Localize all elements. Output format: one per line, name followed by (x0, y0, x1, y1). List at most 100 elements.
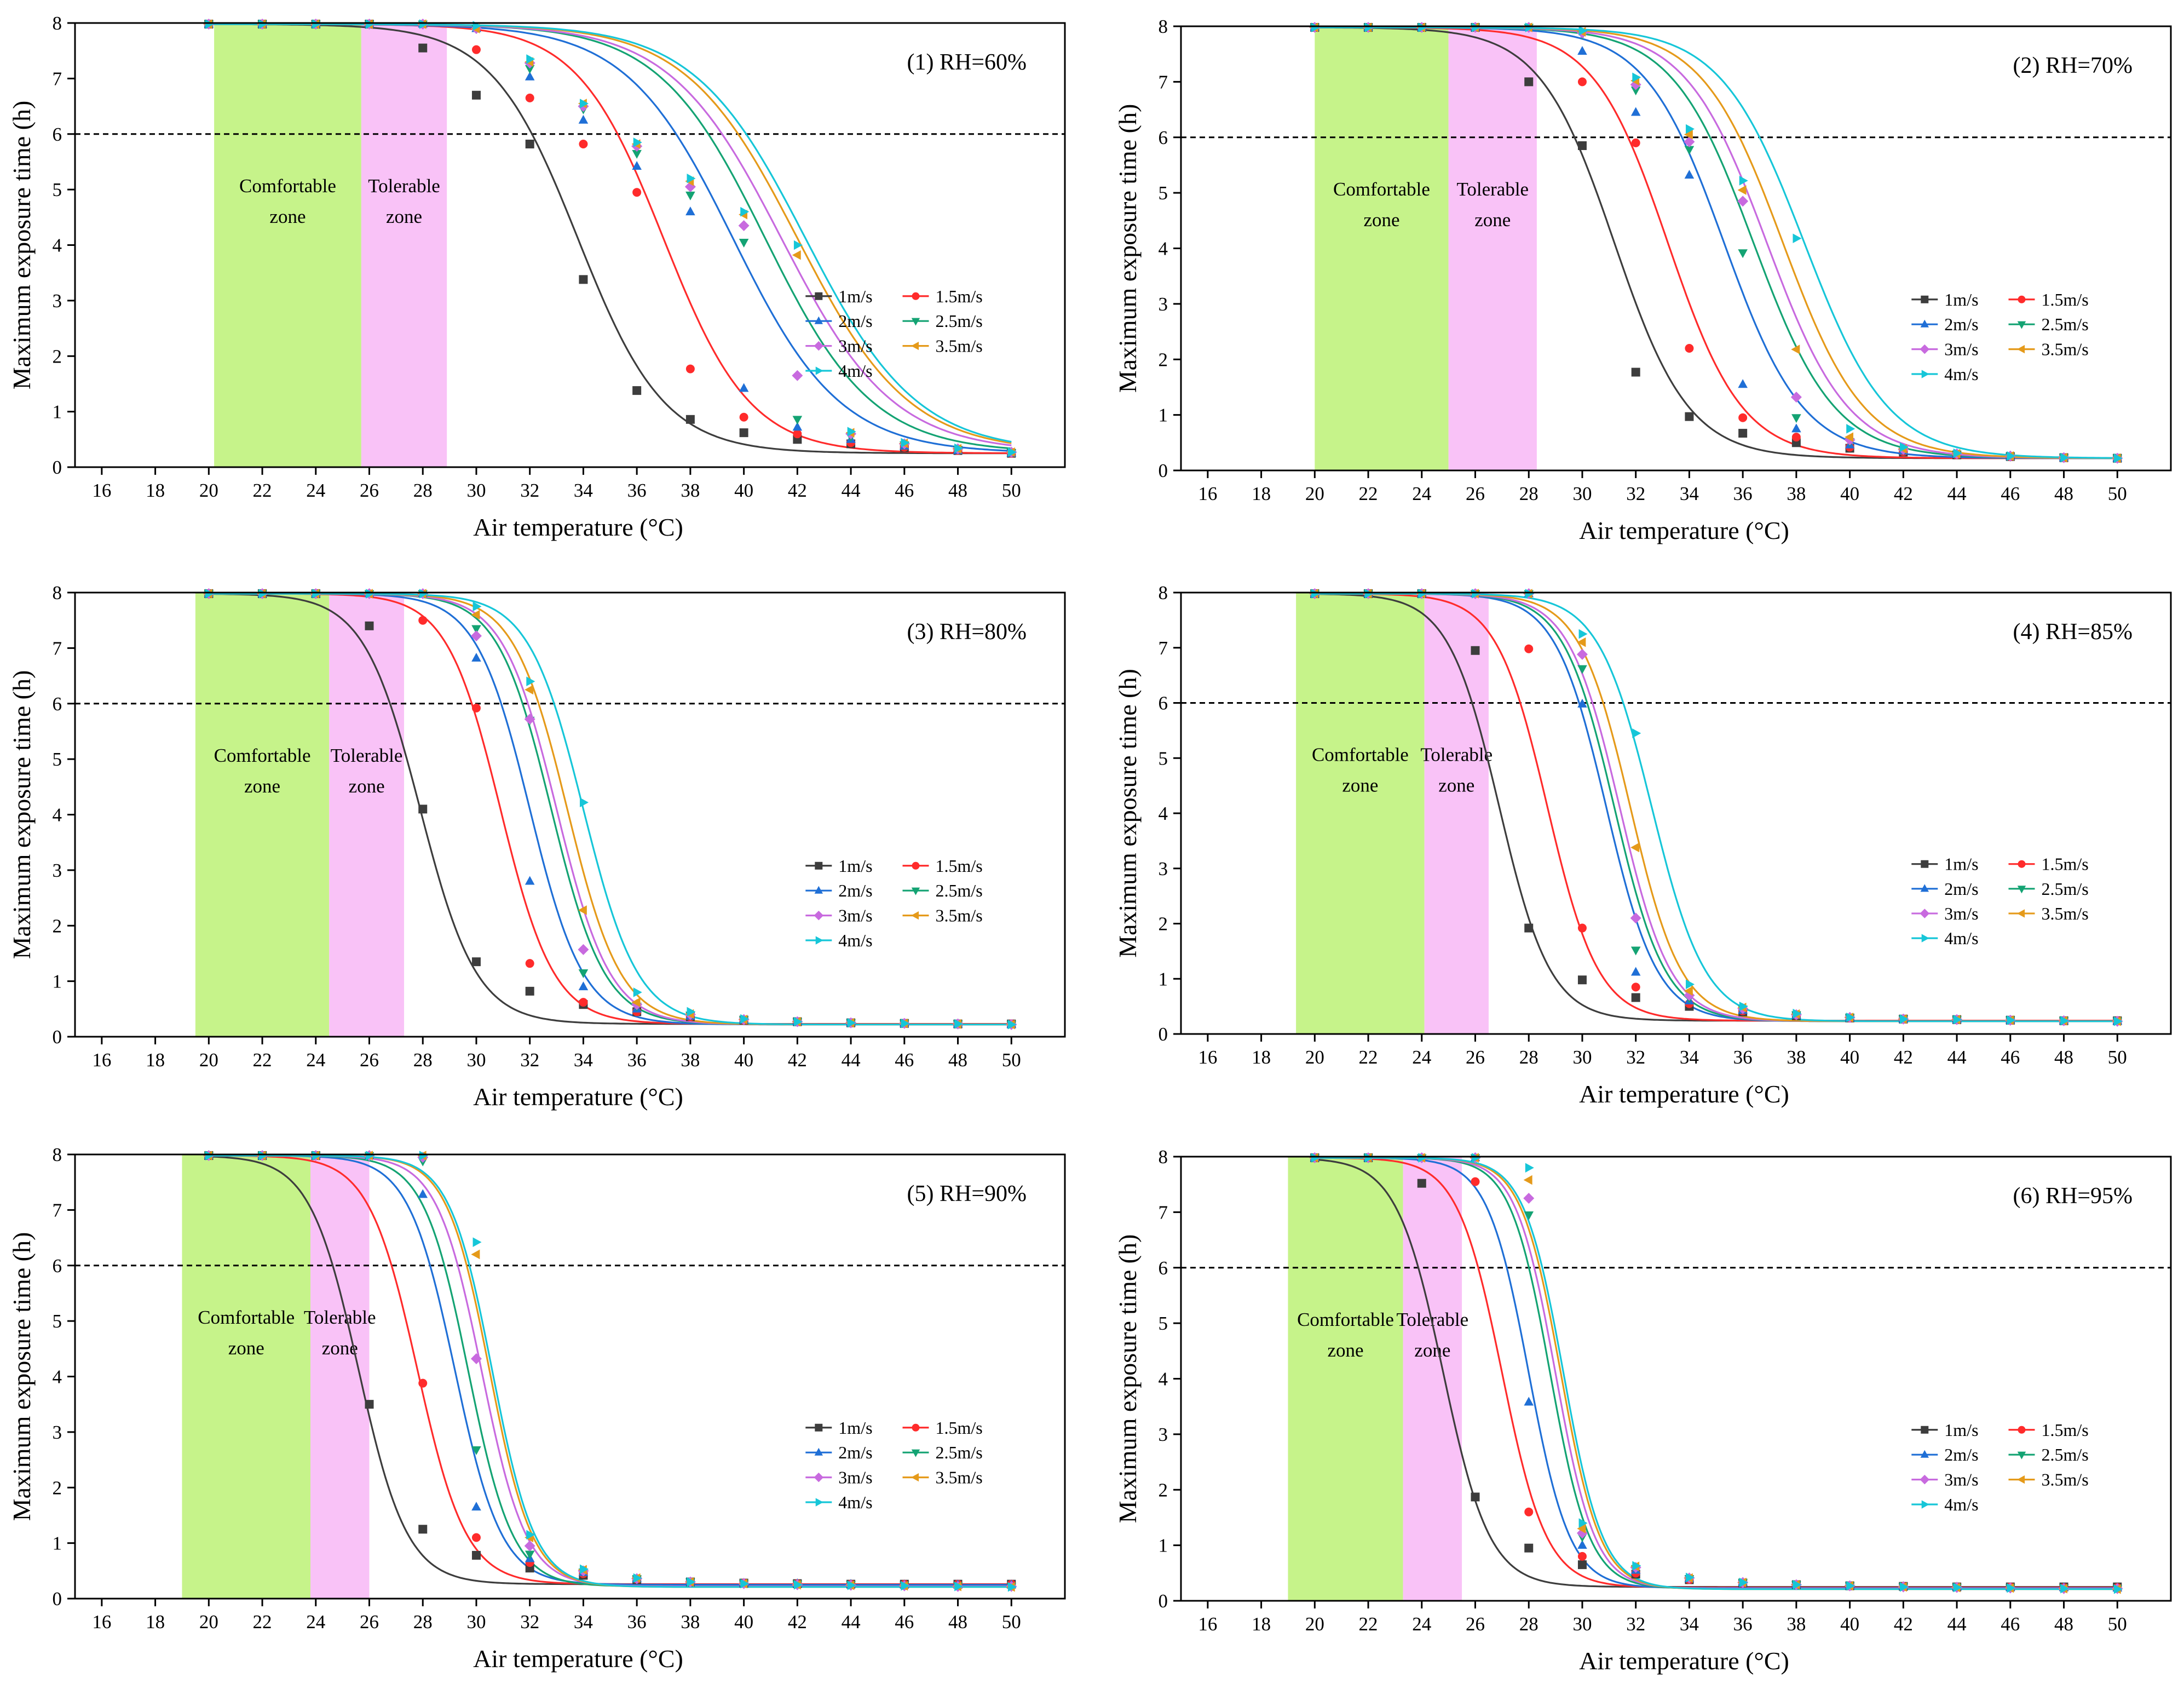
data-point (525, 65, 535, 74)
legend-marker (2018, 860, 2026, 868)
series-points-4m/s (1311, 589, 2123, 1026)
x-tick-label: 36 (1733, 1047, 1753, 1068)
data-point (2007, 1015, 2016, 1025)
y-tick-label: 3 (1159, 1424, 1168, 1445)
legend-label: 3m/s (838, 336, 872, 356)
legend-marker (815, 1423, 823, 1432)
legend-item-2m/s: 2m/s (805, 311, 873, 331)
legend-marker (911, 1449, 920, 1457)
x-tick-label: 20 (1305, 1047, 1324, 1068)
y-axis-title: Maximum exposure time (h) (8, 670, 36, 959)
data-point (2007, 451, 2016, 461)
x-tick-label: 42 (788, 1049, 807, 1071)
fit-curves (1315, 26, 2118, 459)
tolerable-zone (361, 23, 447, 467)
x-tick-label: 40 (734, 1611, 753, 1633)
data-point (1630, 912, 1641, 924)
legend-item-3m/s: 3m/s (805, 1468, 873, 1487)
legend-marker (1921, 295, 1929, 303)
x-tick-label: 34 (574, 1611, 593, 1633)
legend-item-2.5m/s: 2.5m/s (902, 311, 983, 331)
data-point (1686, 1572, 1695, 1583)
legend-label: 3.5m/s (935, 906, 982, 926)
data-point (1790, 392, 1802, 403)
legend-label: 2m/s (838, 881, 872, 900)
data-point (631, 997, 641, 1007)
y-tick-label: 8 (1159, 16, 1168, 37)
data-point (2060, 452, 2070, 463)
legend-item-1.5m/s: 1.5m/s (902, 1418, 983, 1438)
panel-label: (6) RH=95% (2013, 1183, 2133, 1209)
y-tick-label: 3 (1159, 294, 1168, 315)
legend-label: 3m/s (838, 1468, 872, 1487)
y-tick-label: 2 (1159, 913, 1168, 935)
data-point (1899, 442, 1909, 452)
data-point (1632, 72, 1641, 83)
legend-marker (1920, 909, 1930, 918)
x-tick-label: 20 (199, 1049, 218, 1071)
y-tick-label: 8 (1159, 582, 1168, 604)
legend-label: 1m/s (838, 1418, 872, 1438)
data-point (740, 206, 750, 217)
x-tick-label: 26 (1466, 1613, 1485, 1635)
data-point (1577, 923, 1587, 933)
data-point (1631, 138, 1640, 147)
x-tick-label: 44 (842, 480, 861, 501)
fit-curves (1315, 593, 2118, 1022)
legend-label: 2m/s (1944, 314, 1978, 334)
legend-item-1m/s: 1m/s (805, 1418, 873, 1438)
data-point (312, 589, 321, 599)
tolerable-zone-label: Tolerable (304, 1307, 376, 1328)
data-point (1953, 448, 1962, 458)
x-tick-label: 32 (520, 480, 539, 501)
x-tick-label: 32 (1626, 1613, 1645, 1635)
data-point (1631, 982, 1640, 992)
legend-label: 4m/s (1944, 928, 1978, 948)
data-point (1577, 637, 1586, 647)
legend-label: 2.5m/s (935, 1443, 982, 1462)
data-point (1417, 1179, 1426, 1188)
legend-item-4m/s: 4m/s (805, 930, 873, 950)
x-tick-label: 22 (253, 1049, 272, 1071)
x-tick-label: 40 (734, 480, 753, 501)
x-tick-label: 36 (627, 1611, 647, 1633)
data-point (1007, 447, 1017, 457)
data-point (1630, 107, 1641, 116)
y-tick-label: 4 (1159, 238, 1168, 260)
series-points-4m/s (205, 1151, 1017, 1592)
legend-item-4m/s: 4m/s (805, 361, 873, 381)
data-point (1523, 1193, 1535, 1204)
data-point (738, 220, 750, 232)
x-tick-label: 34 (574, 480, 593, 501)
y-axis-title: Maximum exposure time (h) (1114, 669, 1142, 958)
legend-marker (1920, 319, 1929, 327)
data-point (525, 685, 534, 695)
y-tick-label: 0 (1159, 460, 1168, 481)
y-tick-label: 0 (1159, 1024, 1168, 1045)
legend-marker (1920, 344, 1930, 354)
comfortable-zone (214, 23, 361, 467)
data-point (418, 1525, 428, 1534)
y-tick-label: 5 (1159, 748, 1168, 769)
data-point (472, 1237, 482, 1247)
y-tick-label: 2 (1159, 349, 1168, 370)
data-point (1684, 136, 1695, 147)
y-tick-label: 4 (53, 235, 62, 256)
tolerable-zone-label: zone (349, 775, 385, 797)
data-point (2007, 1583, 2016, 1593)
y-tick-label: 1 (53, 1533, 62, 1554)
x-tick-label: 32 (520, 1049, 539, 1071)
data-point (1791, 344, 1800, 354)
legend-label: 1m/s (1944, 1420, 1978, 1440)
legend-label: 3.5m/s (2041, 340, 2088, 359)
data-point (418, 43, 428, 53)
legend-marker (815, 292, 823, 300)
panel-label: (5) RH=90% (907, 1181, 1027, 1206)
data-point (1846, 1581, 1855, 1591)
y-tick-label: 5 (53, 749, 62, 770)
data-point (1684, 129, 1693, 140)
legend-marker (2017, 344, 2025, 354)
x-tick-label: 28 (413, 1049, 433, 1071)
